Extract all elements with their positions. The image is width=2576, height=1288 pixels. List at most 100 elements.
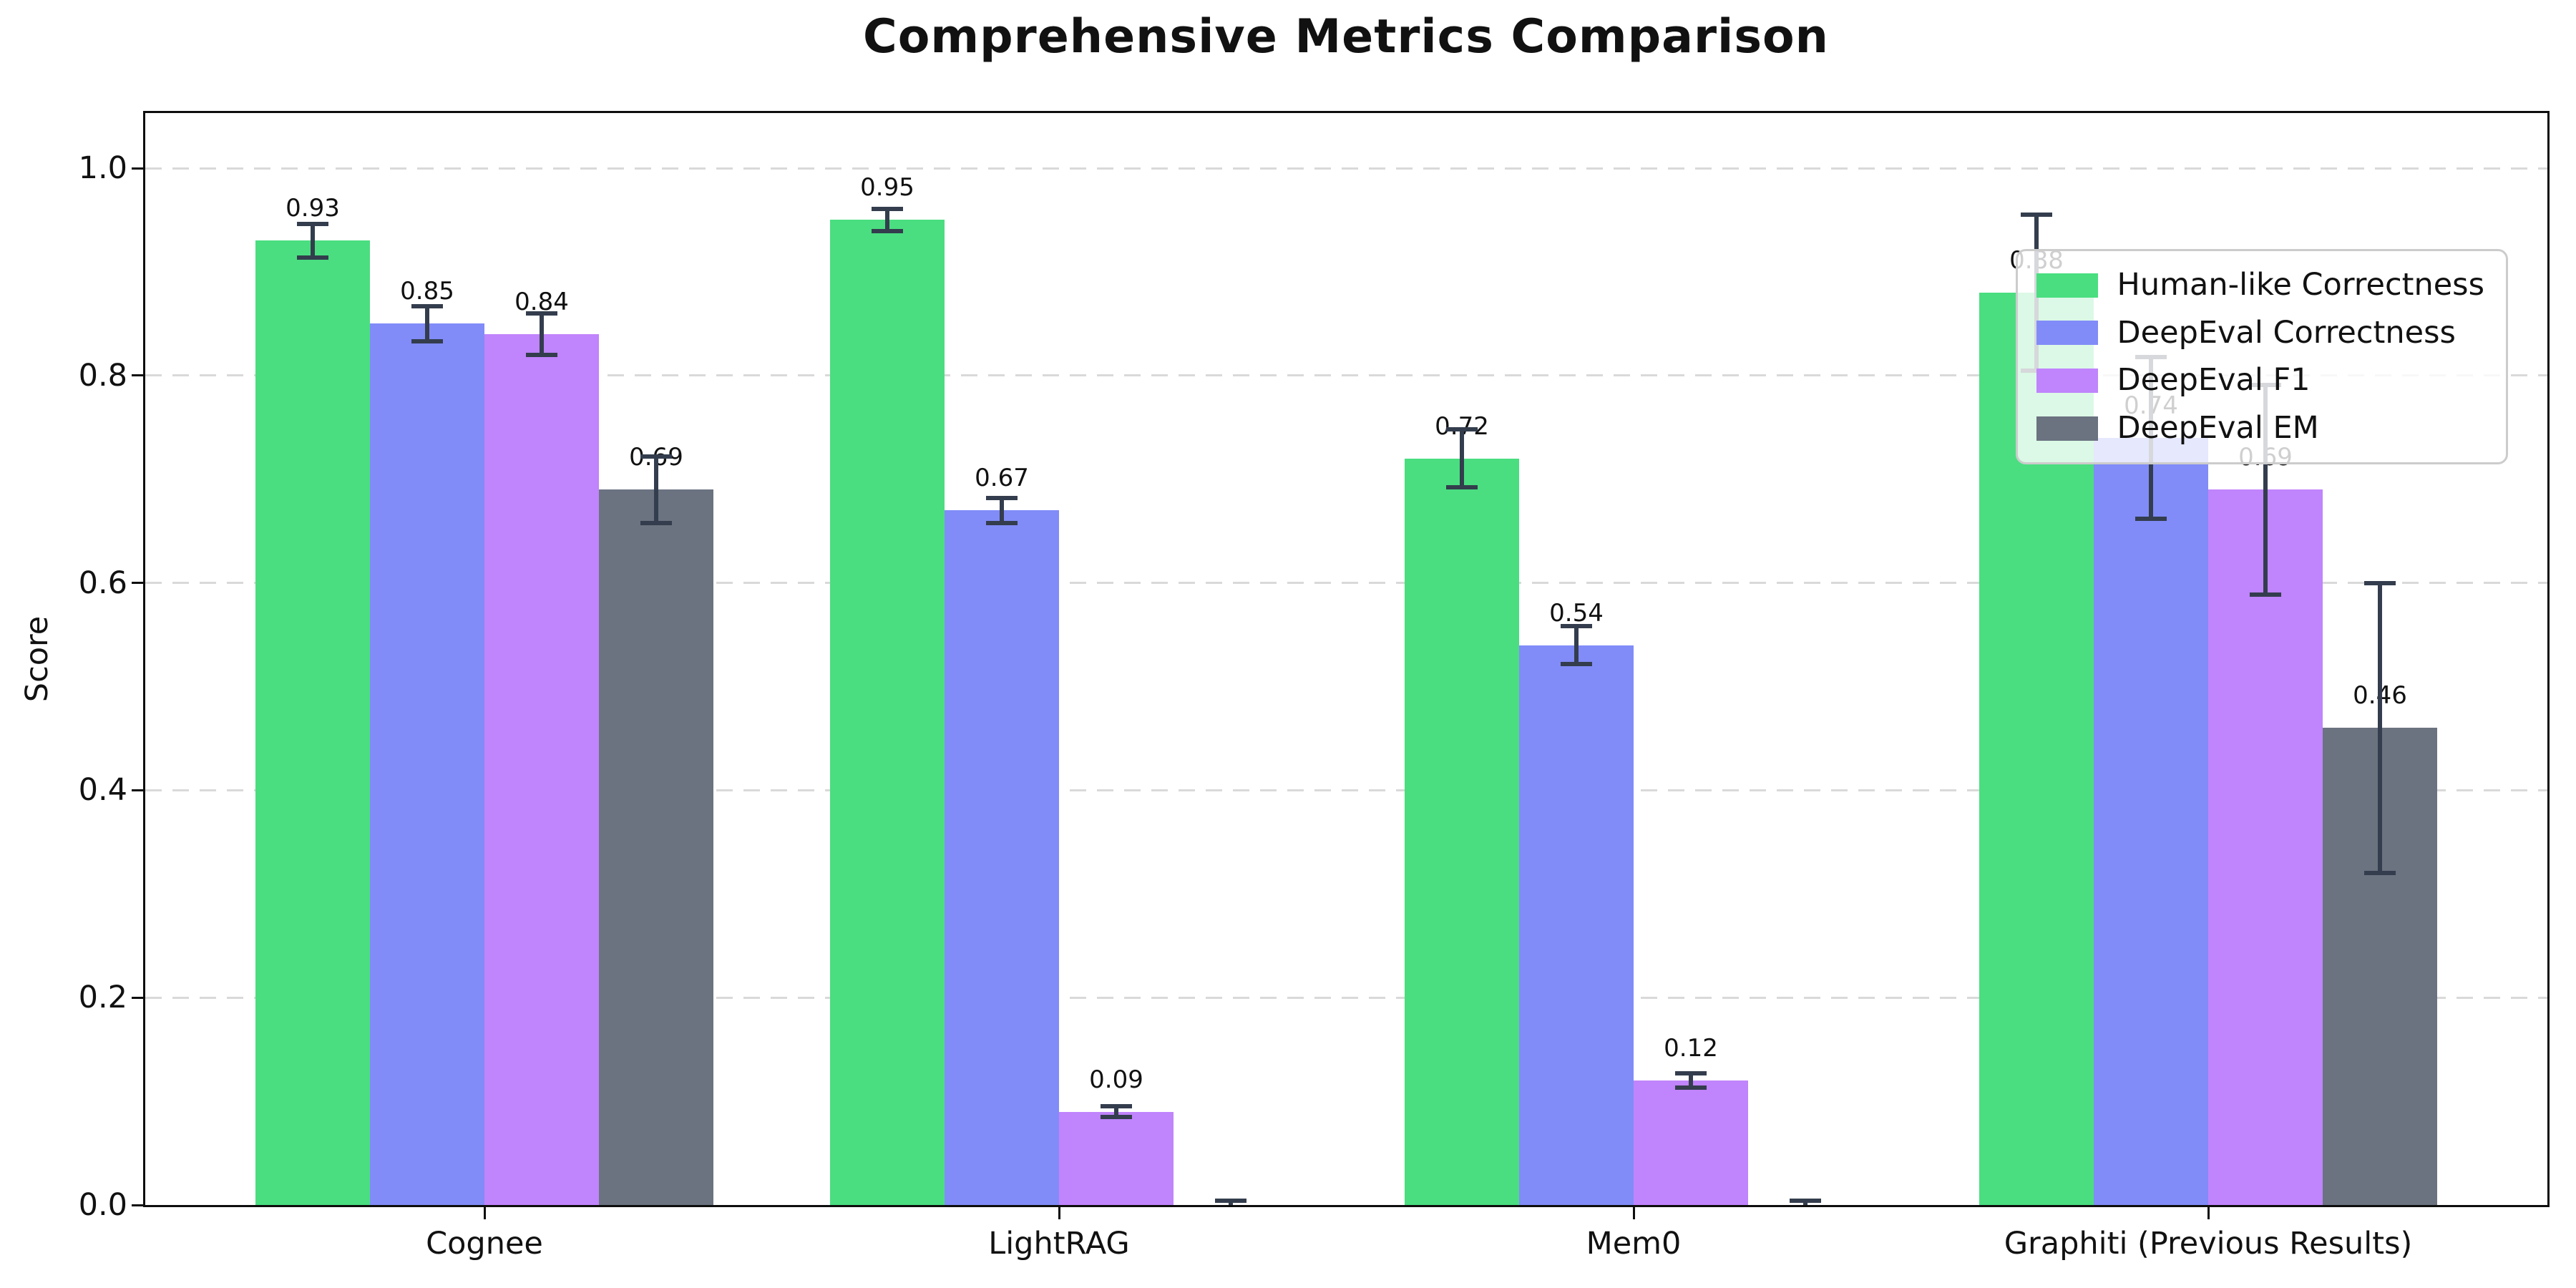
error-bar-line (1000, 497, 1004, 523)
bar-value-label: 0.95 (860, 173, 914, 203)
error-bar-cap-bottom (1561, 661, 1592, 666)
y-tick-label-0.8: 0.8 (78, 357, 127, 394)
bar-value-label: 0.67 (975, 464, 1029, 493)
error-bar-cap-top (2364, 580, 2396, 585)
x-tick-label-3: Graphiti (Previous Results) (2004, 1226, 2413, 1262)
legend-swatch-icon (2036, 273, 2098, 298)
error-bar-cap-top (297, 222, 328, 227)
plot-clip-layer: 0.930.950.720.880.850.670.540.740.840.09… (145, 113, 2547, 1205)
bar-Cognee-DeepEval Correctness (370, 323, 484, 1205)
chart-title: Comprehensive Metrics Comparison (863, 10, 1829, 64)
legend: Human-like Correctness DeepEval Correctne… (2015, 249, 2508, 465)
error-bar-line (1689, 1073, 1693, 1088)
error-bar-line (425, 306, 429, 341)
error-bar-line (311, 224, 315, 258)
error-bar-cap-top (1101, 1104, 1132, 1109)
error-bar-line (654, 456, 658, 523)
legend-label: Human-like Correctness (2117, 267, 2484, 303)
y-tick-mark-1.0 (132, 167, 144, 170)
error-bar-line (540, 313, 544, 355)
error-bar-cap-bottom (526, 352, 557, 357)
error-bar-cap-bottom (1446, 485, 1478, 490)
bar-value-label: 0.54 (1549, 598, 1604, 628)
legend-item-2: DeepEval F1 (2036, 362, 2484, 399)
y-tick-label-1.0: 1.0 (78, 150, 127, 186)
error-bar-cap-top (1446, 427, 1478, 432)
error-bar-cap-top (526, 311, 557, 316)
error-bar-cap-bottom (297, 255, 328, 260)
y-tick-mark-0.0 (132, 1204, 144, 1206)
error-bar-line (885, 208, 889, 232)
error-bar-cap-bottom (872, 229, 903, 234)
x-tick-mark-0 (483, 1207, 486, 1219)
error-bar-line (1114, 1106, 1118, 1117)
x-tick-mark-3 (2207, 1207, 2210, 1219)
bar-Mem0-Human-like Correctness (1405, 458, 1519, 1205)
x-tick-label-2: Mem0 (1586, 1226, 1682, 1262)
legend-item-1: DeepEval Correctness (2036, 315, 2484, 352)
plot-area: 0.930.950.720.880.850.670.540.740.840.09… (143, 111, 2550, 1207)
bar-Mem0-DeepEval F1 (1634, 1080, 1748, 1205)
x-tick-label-0: Cognee (426, 1226, 543, 1262)
gridline-y-0.6 (145, 582, 2547, 585)
y-tick-mark-0.8 (132, 374, 144, 377)
y-tick-mark-0.6 (132, 582, 144, 585)
error-bar-cap-bottom (2364, 871, 2396, 876)
gridline-y-0.2 (145, 996, 2547, 999)
error-bar-cap-bottom (2250, 592, 2281, 597)
bar-value-label: 0.85 (400, 277, 454, 306)
bar-value-label: 0.12 (1664, 1034, 1718, 1063)
error-bar-cap-top (2021, 213, 2052, 218)
error-bar-line (1574, 626, 1579, 664)
error-bar-cap-bottom (1101, 1114, 1132, 1119)
error-bar-cap-top (1561, 624, 1592, 629)
bar-LightRAG-DeepEval F1 (1059, 1111, 1174, 1205)
gridline-y-0.8 (145, 374, 2547, 377)
bar-Cognee-DeepEval EM (599, 489, 713, 1205)
legend-label: DeepEval F1 (2117, 362, 2311, 399)
gridline-y-1.0 (145, 167, 2547, 170)
bar-Graphiti (Previous Results)-DeepEval F1 (2208, 489, 2323, 1205)
legend-label: DeepEval Correctness (2117, 314, 2456, 351)
legend-swatch-icon (2036, 368, 2098, 393)
error-bar-line (1460, 429, 1464, 488)
bar-value-label: 0.09 (1089, 1065, 1143, 1094)
bar-LightRAG-Human-like Correctness (830, 220, 945, 1205)
legend-swatch-icon (2036, 321, 2098, 346)
bar-Cognee-DeepEval F1 (484, 333, 599, 1205)
error-bar-cap-bottom (411, 338, 443, 343)
error-bar-cap-bottom (1675, 1085, 1707, 1091)
bar-value-label: 0.93 (286, 194, 340, 223)
x-tick-mark-1 (1058, 1207, 1060, 1219)
bar-Mem0-DeepEval Correctness (1519, 645, 1634, 1205)
legend-item-0: Human-like Correctness (2036, 267, 2484, 304)
error-bar-cap-bottom (986, 520, 1018, 525)
error-bar-line (2263, 384, 2268, 595)
legend-label: DeepEval EM (2117, 409, 2319, 446)
error-bar-cap-bottom (640, 520, 672, 525)
error-bar-cap-top (986, 495, 1018, 500)
error-bar-cap-bottom (2135, 516, 2167, 521)
legend-item-3: DeepEval EM (2036, 410, 2484, 447)
error-bar-cap-top (411, 303, 443, 308)
error-bar-cap-top (1215, 1199, 1246, 1204)
error-bar-cap-top (640, 454, 672, 459)
x-tick-label-1: LightRAG (988, 1226, 1130, 1262)
bar-value-label: 0.84 (514, 287, 569, 316)
error-bar-line (2378, 582, 2382, 874)
gridline-y-0.4 (145, 789, 2547, 791)
y-tick-label-0.0: 0.0 (78, 1187, 127, 1223)
y-tick-label-0.4: 0.4 (78, 772, 127, 809)
y-axis-title: Score (19, 615, 55, 703)
error-bar-cap-top (1790, 1199, 1821, 1204)
bar-Graphiti (Previous Results)-DeepEval Correctness (2094, 437, 2208, 1205)
y-tick-label-0.2: 0.2 (78, 980, 127, 1016)
y-tick-mark-0.2 (132, 996, 144, 999)
x-tick-mark-2 (1632, 1207, 1635, 1219)
error-bar-cap-top (1675, 1070, 1707, 1075)
error-bar-cap-top (872, 206, 903, 211)
y-tick-label-0.6: 0.6 (78, 565, 127, 601)
bar-Cognee-Human-like Correctness (255, 240, 370, 1205)
bar-LightRAG-DeepEval Correctness (945, 510, 1059, 1205)
